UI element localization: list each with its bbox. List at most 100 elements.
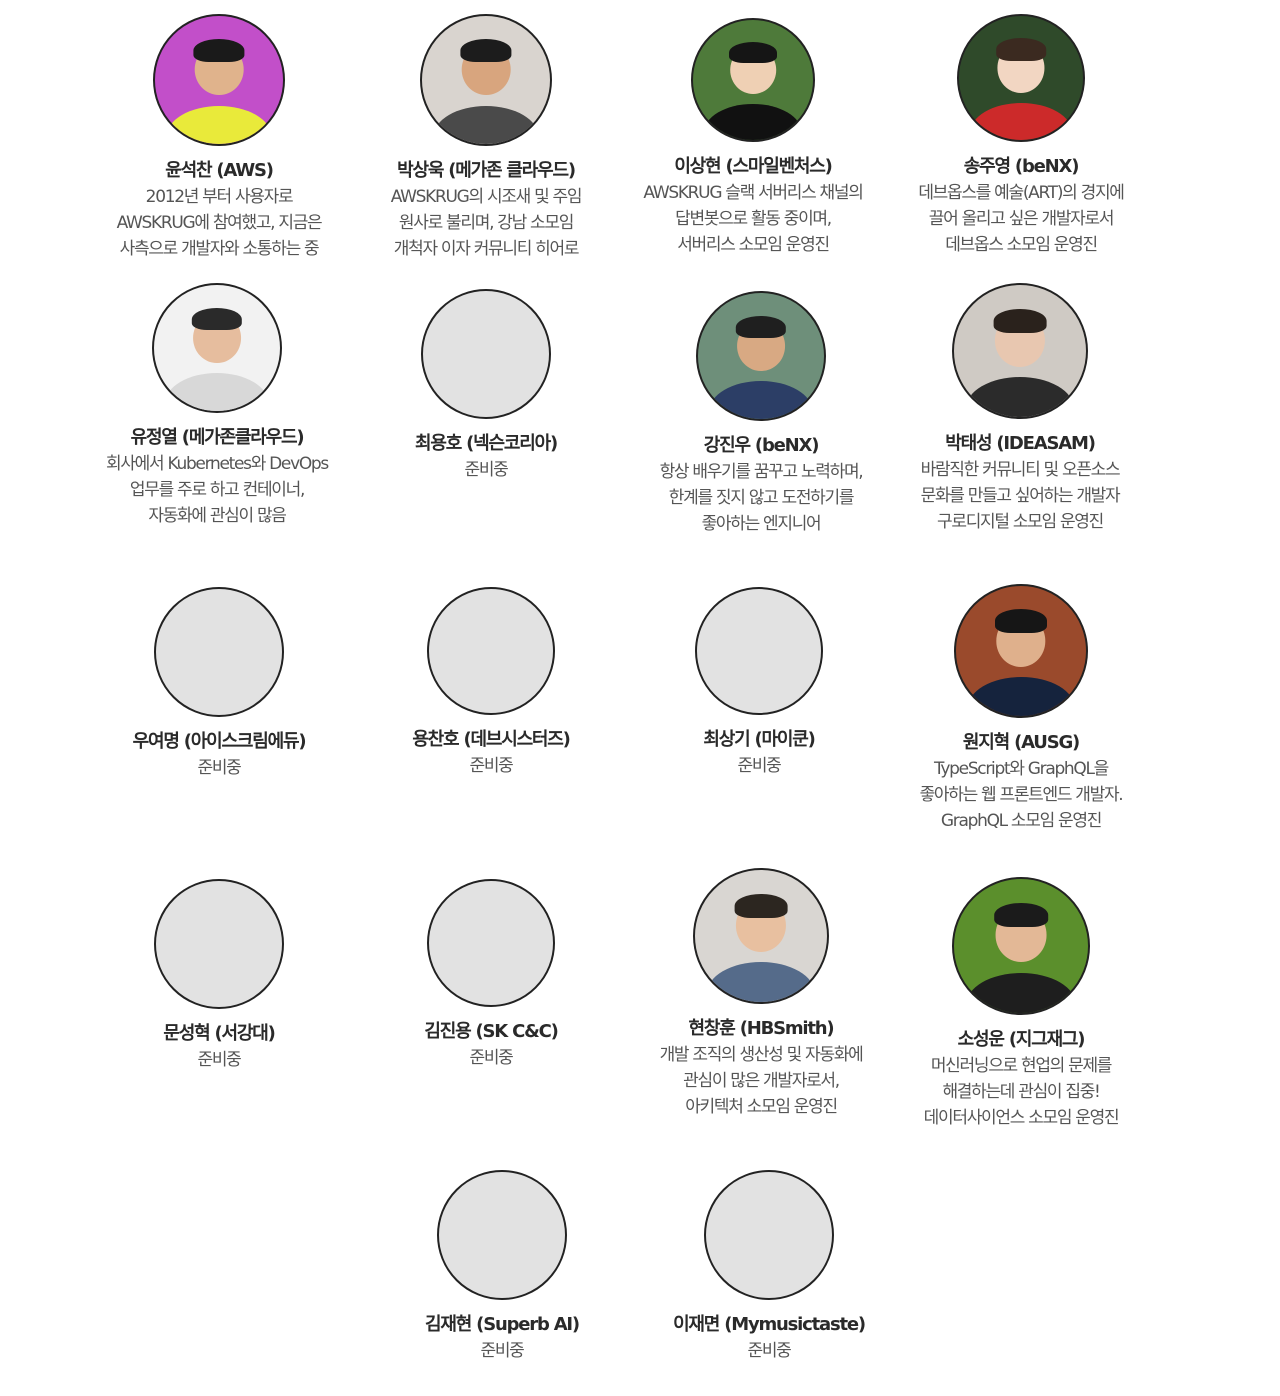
member-photo <box>696 291 826 421</box>
member-description-line: 관심이 많은 개발자로서, <box>683 1071 840 1091</box>
member-photo <box>691 18 815 142</box>
member-photo-placeholder <box>437 1170 567 1300</box>
member-description-line: 업무를 주로 하고 컨테이너, <box>129 480 305 500</box>
member-description-line: 서버리스 소모임 운영진 <box>677 235 830 255</box>
photo-shoulders <box>967 677 1075 716</box>
member-description-line: AWSKRUG에 참여했고, 지금은 <box>116 213 323 233</box>
member-photo-placeholder <box>154 879 284 1009</box>
member-card: 윤석찬 (AWS) 2012년 부터 사용자로 AWSKRUG에 참여했고, 지금은… <box>84 14 354 262</box>
member-description-line: 답변봇으로 활동 중이며, <box>675 209 832 229</box>
member-description-line: 구로디지털 소모임 운영진 <box>937 512 1104 532</box>
member-card: 용찬호 (데브시스터즈) 준비중 <box>356 587 626 779</box>
photo-shoulders <box>966 972 1076 1013</box>
photo-hair <box>993 308 1047 333</box>
member-photo-placeholder <box>427 879 555 1007</box>
member-name: 박태성 (IDEASAM) <box>945 433 1096 454</box>
member-name: 강진우 (beNX) <box>703 435 820 456</box>
member-name: 박상욱 (메가존 클라우드) <box>397 160 576 181</box>
member-card: 이재면 (Mymusictaste) 준비중 <box>634 1170 904 1364</box>
member-name: 이재면 (Mymusictaste) <box>673 1314 866 1335</box>
member-photo <box>153 14 285 146</box>
member-card: 김진용 (SK C&C) 준비중 <box>356 879 626 1071</box>
photo-shoulders <box>433 105 539 144</box>
member-name: 이상현 (스마일벤처스) <box>674 156 833 177</box>
photo-hair <box>191 307 243 331</box>
member-name: 송주영 (beNX) <box>963 156 1080 177</box>
member-description-line: 항상 배우기를 꿈꾸고 노력하며, <box>659 462 864 482</box>
member-description-line: AWSKRUG의 시조새 및 주임 <box>390 187 583 207</box>
member-description-line: 한계를 짓지 않고 도전하기를 <box>668 488 855 508</box>
member-description-line: 자동화에 관심이 많음 <box>148 506 287 526</box>
member-name: 유정열 (메가존클라우드) <box>130 427 305 448</box>
member-name: 소성운 (지그재그) <box>957 1029 1086 1050</box>
member-name: 용찬호 (데브시스터즈) <box>412 729 571 750</box>
member-description-line: 문화를 만들고 싶어하는 개발자 <box>920 486 1121 506</box>
member-description-line: GraphQL 소모임 운영진 <box>940 811 1102 831</box>
member-photo-placeholder <box>704 1170 834 1300</box>
member-description-line: 준비중 <box>747 1341 791 1361</box>
photo-shoulders <box>706 962 816 1002</box>
member-description-line: AWSKRUG 슬랙 서버리스 채널의 <box>643 183 863 203</box>
member-photo-placeholder <box>427 587 555 715</box>
member-description-line: 머신러닝으로 현업의 문제를 <box>930 1056 1113 1076</box>
member-name: 문성혁 (서강대) <box>163 1023 275 1044</box>
member-photo-placeholder <box>695 587 823 715</box>
photo-hair <box>994 903 1048 928</box>
member-description-line: 끌어 올리고 싶은 개발자로서 <box>928 209 1115 229</box>
photo-hair <box>460 39 512 63</box>
member-description-line: 개척자 이자 커뮤니티 히어로 <box>393 239 580 259</box>
member-description-line: 개발 조직의 생산성 및 자동화에 <box>659 1045 864 1065</box>
member-description-line: TypeScript와 GraphQL을 <box>933 759 1109 779</box>
member-card: 김재현 (Superb AI) 준비중 <box>367 1170 637 1364</box>
member-photo <box>693 868 829 1004</box>
member-description-line: 좋아하는 웹 프론트엔드 개발자. <box>919 785 1124 805</box>
member-photo <box>952 877 1090 1015</box>
member-description-line: 준비중 <box>480 1341 524 1361</box>
member-description-line: 원사로 불리며, 강남 소모임 <box>398 213 574 233</box>
member-name: 김진용 (SK C&C) <box>424 1021 558 1042</box>
photo-shoulders <box>165 373 269 411</box>
member-description-line: 데브옵스를 예술(ART)의 경지에 <box>918 183 1125 203</box>
member-card: 유정열 (메가존클라우드) 회사에서 Kubernetes와 DevOps 업무를 … <box>82 283 352 529</box>
photo-hair <box>734 893 788 918</box>
member-photo <box>957 14 1085 142</box>
member-description-line: 준비중 <box>464 460 508 480</box>
photo-shoulders <box>166 105 272 144</box>
photo-hair <box>193 39 245 63</box>
member-description-line: 준비중 <box>469 1048 513 1068</box>
member-name: 김재현 (Superb AI) <box>425 1314 580 1335</box>
photo-shoulders <box>970 102 1072 140</box>
member-description-line: 데브옵스 소모임 운영진 <box>945 235 1098 255</box>
photo-shoulders <box>965 377 1075 417</box>
member-description-line: 회사에서 Kubernetes와 DevOps <box>106 454 329 474</box>
member-description-line: 데이터사이언스 소모임 운영진 <box>923 1108 1120 1128</box>
member-description-line: 바람직한 커뮤니티 및 오픈소스 <box>920 460 1121 480</box>
member-card: 문성혁 (서강대) 준비중 <box>84 879 354 1073</box>
member-card: 강진우 (beNX) 항상 배우기를 꿈꾸고 노력하며, 한계를 짓지 않고 도전하… <box>626 291 896 537</box>
member-card: 최용호 (넥슨코리아) 준비중 <box>351 289 621 483</box>
member-card: 우여명 (아이스크림에듀) 준비중 <box>84 587 354 781</box>
member-photo <box>954 584 1088 718</box>
photo-hair <box>729 41 777 64</box>
photo-shoulders <box>703 104 803 140</box>
member-description-line: 준비중 <box>737 756 781 776</box>
member-name: 원지혁 (AUSG) <box>962 732 1080 753</box>
member-description-line: 준비중 <box>197 758 241 778</box>
photo-hair <box>735 315 787 339</box>
member-description-line: 2012년 부터 사용자로 <box>145 187 294 207</box>
member-card: 소성운 (지그재그) 머신러닝으로 현업의 문제를 해결하는데 관심이 집중! 데이터… <box>886 877 1156 1131</box>
member-description-line: 아키텍처 소모임 운영진 <box>685 1097 838 1117</box>
member-name: 현창훈 (HBSmith) <box>688 1018 835 1039</box>
member-name: 윤석찬 (AWS) <box>165 160 274 181</box>
member-description-line: 좋아하는 엔지니어 <box>701 514 822 534</box>
photo-hair <box>995 609 1047 633</box>
member-name: 우여명 (아이스크림에듀) <box>132 731 307 752</box>
member-description-line: 준비중 <box>469 756 513 776</box>
member-description-line: 준비중 <box>197 1050 241 1070</box>
